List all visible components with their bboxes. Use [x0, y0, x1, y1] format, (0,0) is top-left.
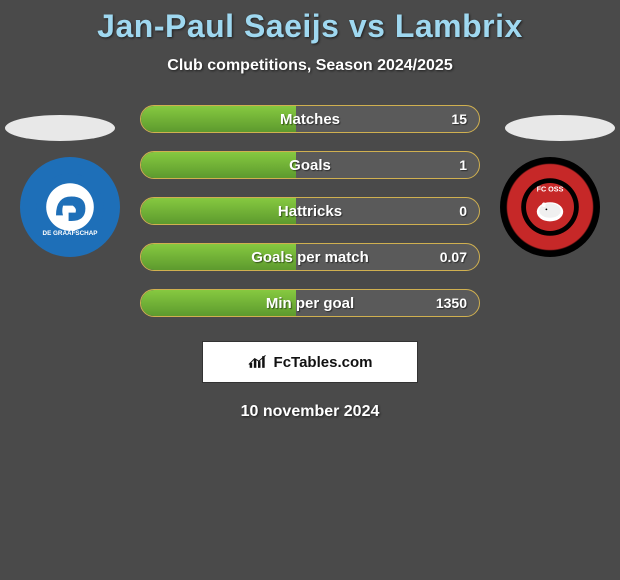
stat-row: Goals per match 0.07 [140, 243, 480, 271]
stat-row: Hattricks 0 [140, 197, 480, 225]
attribution-text: FcTables.com [274, 354, 373, 371]
attribution-badge: FcTables.com [202, 341, 418, 383]
infographic-root: Jan-Paul Saeijs vs Lambrix Club competit… [0, 0, 620, 421]
stat-value: 1350 [436, 290, 467, 316]
svg-text:DE GRAAFSCHAP: DE GRAAFSCHAP [43, 230, 98, 237]
page-subtitle: Club competitions, Season 2024/2025 [0, 57, 620, 75]
comparison-panel: DE GRAAFSCHAP FC OSS Matches 15 [0, 105, 620, 421]
stat-label: Min per goal [141, 290, 479, 316]
stat-label: Goals per match [141, 244, 479, 270]
player-right-ellipse [505, 115, 615, 141]
svg-text:FC OSS: FC OSS [537, 184, 564, 193]
stat-value: 15 [451, 106, 467, 132]
stat-value: 1 [459, 152, 467, 178]
player-left-ellipse [5, 115, 115, 141]
page-title: Jan-Paul Saeijs vs Lambrix [0, 8, 620, 45]
fc-oss-icon: FC OSS [520, 177, 580, 237]
stat-label: Goals [141, 152, 479, 178]
club-logo-right: FC OSS [500, 157, 600, 257]
stat-row: Matches 15 [140, 105, 480, 133]
date-text: 10 november 2024 [0, 403, 620, 421]
club-logo-left: DE GRAAFSCHAP [20, 157, 120, 257]
stat-label: Matches [141, 106, 479, 132]
stat-value: 0.07 [440, 244, 467, 270]
bar-chart-icon [248, 354, 268, 370]
stat-label: Hattricks [141, 198, 479, 224]
stat-value: 0 [459, 198, 467, 224]
de-graafschap-icon: DE GRAAFSCHAP [35, 172, 105, 242]
stat-row: Goals 1 [140, 151, 480, 179]
stat-rows: Matches 15 Goals 1 Hattricks 0 Goals per… [140, 105, 480, 317]
stat-row: Min per goal 1350 [140, 289, 480, 317]
